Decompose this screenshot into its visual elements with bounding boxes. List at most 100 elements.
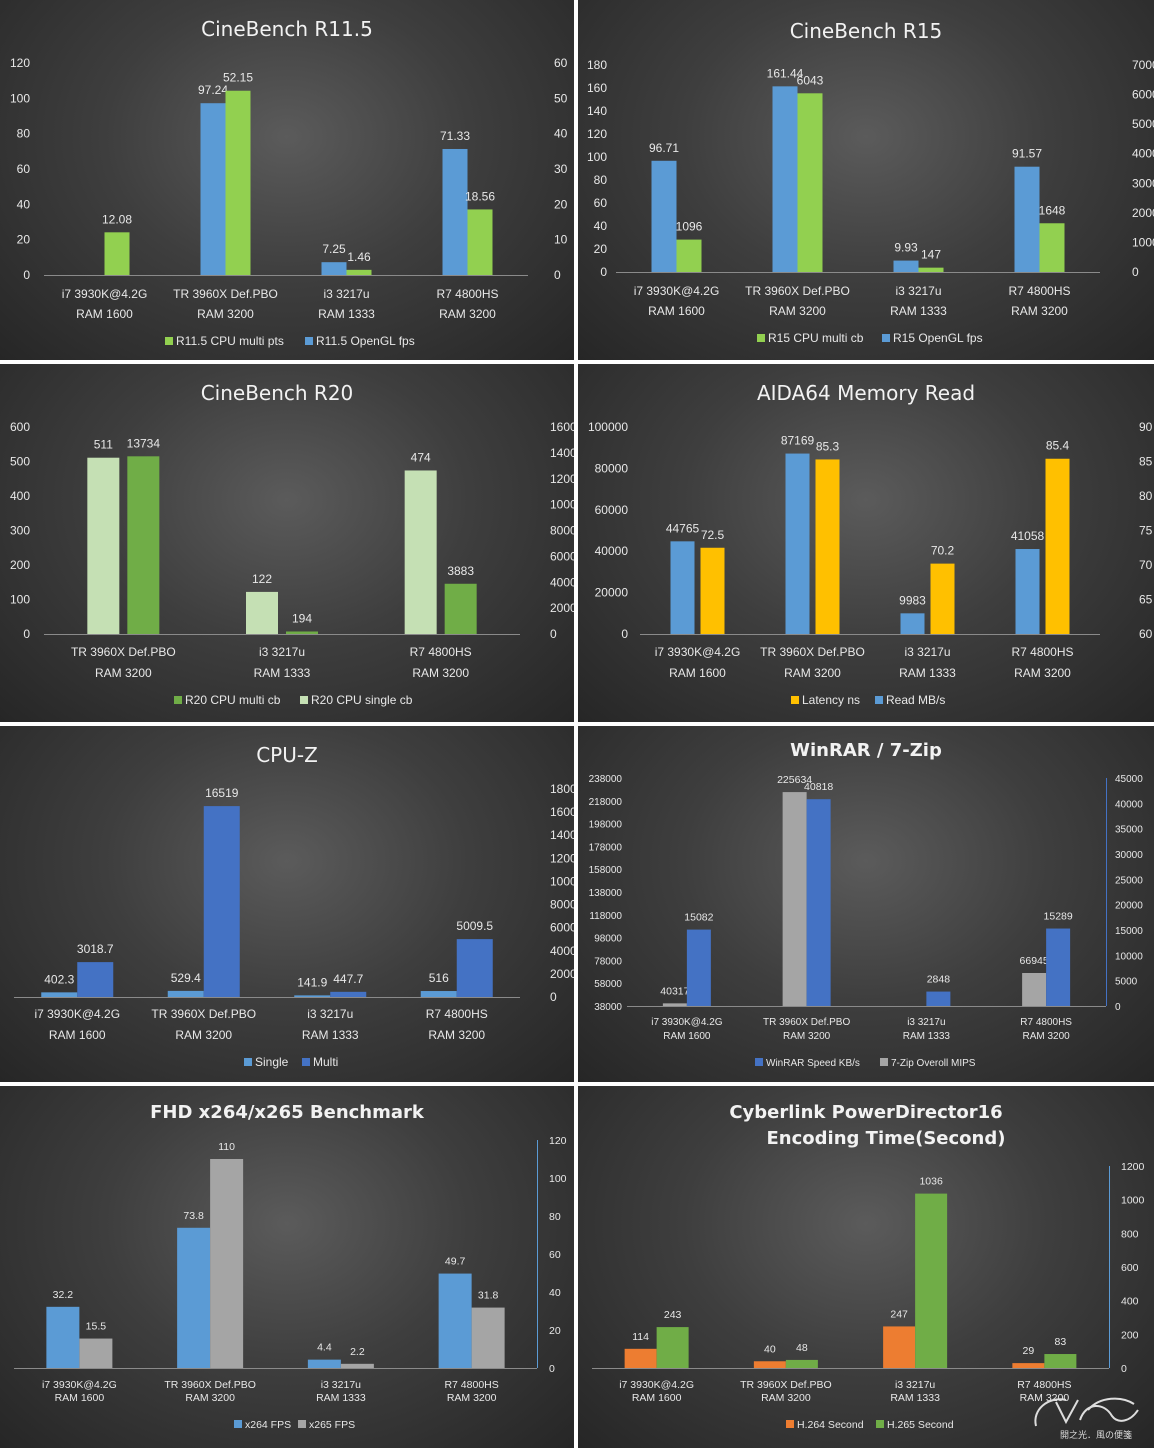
- left-axis-tick: 160: [587, 81, 607, 95]
- legend-swatch: [755, 1058, 763, 1066]
- bar-multi-0: [77, 962, 114, 997]
- data-label: 474: [411, 450, 431, 464]
- bar-winrar-speed-kb-s-1: [806, 799, 831, 1006]
- x-axis-category-sublabel: RAM 1333: [890, 1392, 940, 1404]
- x-axis-category-sublabel: RAM 3200: [784, 666, 841, 680]
- data-label: 1.46: [347, 250, 371, 264]
- bar-r15-opengl-fps-1: [772, 86, 798, 273]
- x-axis-category-label: i3 3217u: [323, 287, 369, 301]
- right-axis-tick: 6000: [550, 921, 574, 935]
- bar-read-mb-s-3: [1015, 549, 1040, 634]
- bar-r11-5-opengl-fps-1: [200, 103, 226, 275]
- legend-entry: R20 CPU multi cb: [185, 693, 281, 707]
- left-axis-tick: 600: [10, 420, 30, 434]
- bar-read-mb-s-2: [900, 613, 925, 634]
- data-label: 7.25: [322, 242, 346, 256]
- bar-r20-cpu-single-cb-0: [87, 457, 120, 634]
- chart-svg-c8: Cyberlink PowerDirector16 Encoding Time(S…: [592, 1102, 1145, 1431]
- data-label: 96.71: [649, 141, 679, 155]
- x-axis-category-label: i3 3217u: [904, 645, 950, 659]
- bar-latency-ns-1: [815, 459, 840, 634]
- data-label: 225634: [777, 774, 812, 786]
- bar-single-0: [41, 992, 78, 997]
- chart-panel-powerdirector: Cyberlink PowerDirector16 Encoding Time(S…: [578, 1086, 1154, 1448]
- data-label: 85.3: [816, 439, 840, 453]
- left-axis-tick: 300: [10, 524, 30, 538]
- chart-panel-cinebench-r20: CineBench R20 0 100 200 300 400 500 600 0 2000 400…: [0, 364, 574, 722]
- left-axis-tick: 218000: [589, 797, 623, 808]
- right-axis-tick: 1000: [1121, 1195, 1145, 1207]
- x-axis-category-label: TR 3960X Def.PBO: [164, 1379, 256, 1391]
- chart-panel-aida64-memory-read: AIDA64 Memory Read 0 20000 40000 60000 80000 1…: [578, 364, 1154, 722]
- right-axis-tick: 45000: [1115, 774, 1143, 785]
- chart-svg-c6: WinRAR / 7-Zip 38000 58000 78000 98000 118000…: [589, 740, 1144, 1069]
- left-axis-tick: 200: [10, 558, 30, 572]
- x-axis-category-sublabel: RAM 3200: [447, 1392, 497, 1404]
- x-axis-category-sublabel: RAM 3200: [1020, 1392, 1070, 1404]
- bar-h-265-second-0: [656, 1327, 689, 1368]
- right-axis-tick: 80: [549, 1211, 561, 1223]
- legend-swatch: [305, 337, 313, 345]
- left-axis-tick: 60000: [595, 503, 629, 517]
- left-axis-tick: 400: [10, 489, 30, 503]
- left-axis-tick: 100: [10, 91, 30, 105]
- x-axis-category-label: i7 3930K@4.2G: [651, 1017, 723, 1028]
- left-axis-tick: 238000: [589, 774, 623, 785]
- right-axis-tick: 100: [549, 1173, 567, 1185]
- x-axis-category-sublabel: RAM 3200: [769, 304, 826, 318]
- bar-r15-opengl-fps-2: [893, 260, 919, 272]
- legend-entry: x264 FPS: [245, 1419, 291, 1431]
- right-axis-tick: 80: [1139, 489, 1153, 503]
- x-axis-category-sublabel: RAM 1333: [316, 1392, 366, 1404]
- right-axis-tick: 0: [550, 627, 557, 641]
- x-axis-category-label: TR 3960X Def.PBO: [173, 287, 278, 301]
- legend-entry: Read MB/s: [886, 693, 945, 707]
- bar-r15-cpu-multi-cb-1: [797, 93, 823, 272]
- x-axis-category-sublabel: RAM 1333: [899, 666, 956, 680]
- data-label: 49.7: [445, 1256, 466, 1268]
- legend-entry: WinRAR Speed KB/s: [766, 1058, 860, 1069]
- x-axis-category-label: i7 3930K@4.2G: [62, 287, 148, 301]
- x-axis-category-sublabel: RAM 1333: [254, 666, 311, 680]
- bar-winrar-speed-kb-s-3: [1046, 928, 1071, 1006]
- right-axis-tick: 20: [554, 197, 568, 211]
- chart-svg-c1: CineBench R11.5 0 20 40 60 80 100 120 0 10 20 30 40 5…: [10, 17, 568, 348]
- right-axis-tick: 800: [1121, 1228, 1139, 1240]
- left-axis-tick: 20000: [595, 586, 629, 600]
- x-axis-category-sublabel: RAM 1600: [76, 307, 133, 321]
- right-axis-tick: 10: [554, 233, 568, 247]
- left-axis-tick: 58000: [594, 979, 622, 990]
- chart-title: FHD x264/x265 Benchmark: [150, 1102, 425, 1123]
- right-axis-tick: 6000: [1132, 88, 1154, 102]
- left-axis-tick: 100: [10, 593, 30, 607]
- bar-multi-1: [203, 806, 240, 997]
- data-label: 402.3: [44, 972, 74, 986]
- chart-subtitle: Encoding Time(Second): [767, 1128, 1006, 1149]
- right-axis-tick: 5000: [1115, 977, 1138, 988]
- right-axis-tick: 14000: [550, 446, 574, 460]
- x-axis-category-label: TR 3960X Def.PBO: [71, 645, 176, 659]
- x-axis-category-label: R7 4800HS: [1017, 1379, 1071, 1391]
- right-axis-tick: 0: [554, 268, 561, 282]
- right-axis-tick: 30: [554, 162, 568, 176]
- right-axis-tick: 65: [1139, 593, 1153, 607]
- right-axis-tick: 10000: [550, 498, 574, 512]
- chart-svg-c4: AIDA64 Memory Read 0 20000 40000 60000 80000 1…: [588, 381, 1153, 707]
- right-axis-tick: 20: [549, 1325, 561, 1337]
- data-label: 48: [796, 1342, 808, 1354]
- x-axis-category-label: i3 3217u: [895, 1379, 935, 1391]
- bar-read-mb-s-1: [785, 453, 810, 634]
- bar-h-265-second-2: [915, 1193, 948, 1368]
- legend-entry: R15 CPU multi cb: [768, 331, 864, 345]
- left-axis-tick: 138000: [589, 888, 623, 899]
- chart-title: CPU-Z: [256, 743, 318, 767]
- right-axis-tick: 35000: [1115, 825, 1143, 836]
- left-axis-tick: 60: [17, 162, 31, 176]
- bar-multi-2: [330, 991, 367, 997]
- data-label: 529.4: [171, 971, 201, 985]
- x-axis-category-sublabel: RAM 3200: [175, 1028, 232, 1042]
- x-axis-category-label: R7 4800HS: [410, 645, 472, 659]
- data-label: 12.08: [102, 212, 132, 226]
- data-label: 40: [764, 1343, 776, 1355]
- right-axis-tick: 60: [1139, 627, 1153, 641]
